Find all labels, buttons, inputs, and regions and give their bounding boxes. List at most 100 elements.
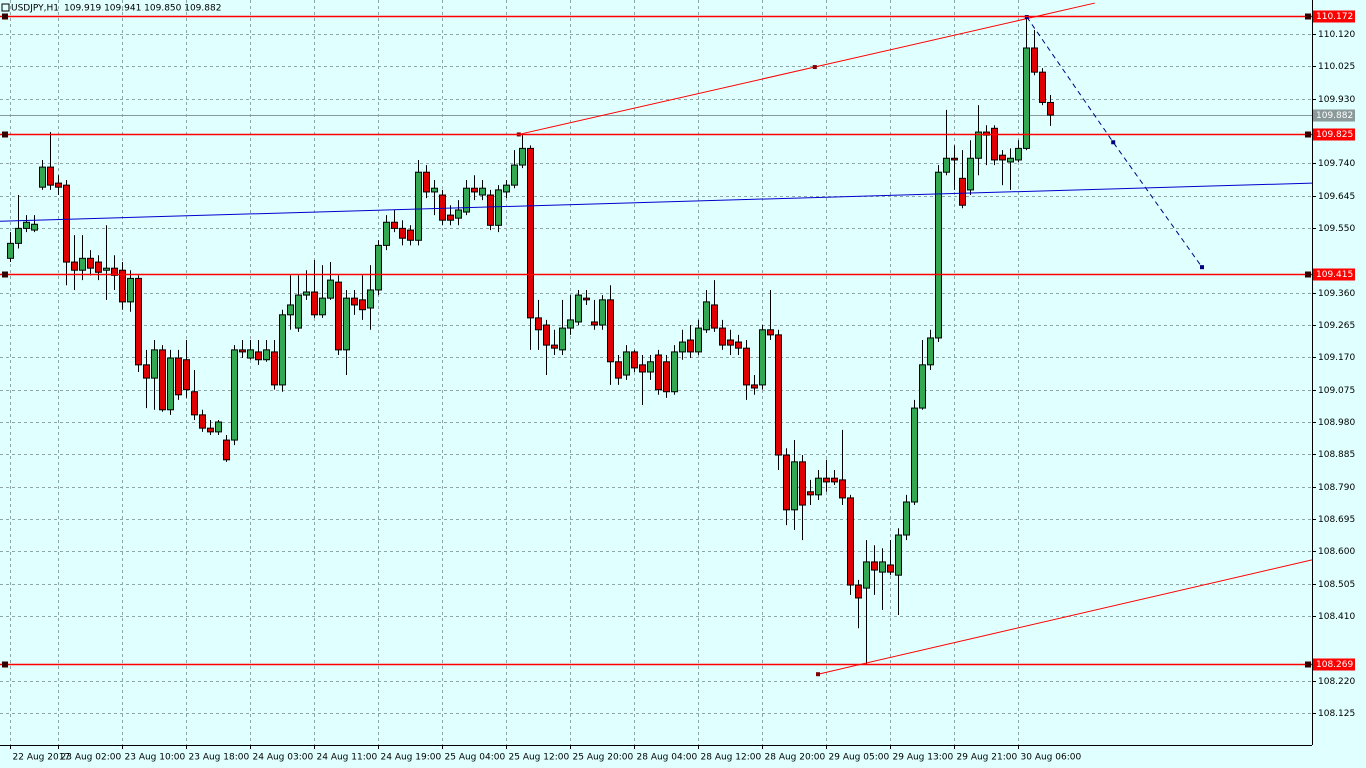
candle-body [295, 294, 302, 329]
candle-body [815, 477, 822, 496]
x-tick-label: 23 Aug 18:00 [189, 753, 250, 763]
candle-body [39, 166, 46, 188]
candle-body [911, 407, 918, 503]
candle-body [239, 349, 246, 353]
candle-body [503, 184, 510, 193]
candle-body [687, 339, 694, 353]
candle-body [863, 561, 870, 589]
candle-body [375, 244, 382, 291]
candle-body [511, 164, 518, 186]
candle-body [399, 227, 406, 239]
y-tick-label: 109.550 [1318, 224, 1355, 234]
x-tick-label: 29 Aug 21:00 [957, 753, 1018, 763]
candle-body [279, 314, 286, 386]
candle-body [583, 297, 590, 301]
candle-body [607, 299, 614, 363]
line-handle [2, 661, 8, 668]
trend-handle [812, 65, 817, 70]
candle-body [407, 229, 414, 241]
candle-body [383, 221, 390, 246]
candle-body [927, 337, 934, 366]
candle-body [487, 194, 494, 226]
y-tick-label: 108.980 [1318, 418, 1355, 428]
x-tick-label: 22 Aug 2017 [13, 753, 71, 763]
line-handle [1305, 661, 1311, 668]
x-tick-label: 29 Aug 13:00 [893, 753, 954, 763]
candle-body [15, 227, 22, 244]
candle-body [231, 349, 238, 441]
candle-body [127, 277, 134, 303]
candle-body [327, 279, 334, 299]
candle-body [655, 354, 662, 391]
candle-body [903, 501, 910, 536]
candle-body [495, 189, 502, 226]
candle-body [759, 329, 766, 386]
candle-body [47, 166, 54, 186]
candle-body [823, 477, 830, 483]
candle-body [103, 267, 110, 271]
candle-body [855, 584, 862, 599]
candle-body [415, 171, 422, 241]
line-handle [2, 131, 8, 138]
candle-body [1031, 47, 1038, 73]
candle-body [831, 477, 838, 483]
candle-body [199, 414, 206, 429]
trend-handle [1200, 265, 1204, 270]
candle-body [111, 267, 118, 276]
candle-body [663, 361, 670, 393]
candle-body [71, 261, 78, 271]
candle-body [647, 361, 654, 373]
candle-body [735, 341, 742, 349]
candle-body [719, 327, 726, 346]
line-handle [1305, 13, 1311, 20]
candle-body [551, 344, 558, 349]
candle-body [695, 327, 702, 353]
trend-line [0, 182, 1312, 222]
candle-body [447, 214, 454, 221]
candle-body [359, 299, 366, 311]
candle-body [463, 187, 470, 213]
candle-body [135, 277, 142, 366]
candle-body [159, 349, 166, 411]
hline-price-box [1313, 268, 1355, 281]
x-tick-label: 29 Aug 05:00 [829, 753, 890, 763]
y-tick-label: 108.885 [1318, 450, 1355, 460]
candle-body [703, 301, 710, 331]
y-tick-label: 109.360 [1318, 289, 1355, 299]
candle-body [783, 454, 790, 511]
chart-title: USDJPY,H1 [11, 4, 59, 14]
hline-price-label: 108.269 [1316, 660, 1353, 670]
candle-body [1023, 47, 1030, 149]
candle-body [847, 497, 854, 586]
candle-body [479, 187, 486, 196]
hline-price-box [1313, 658, 1355, 671]
y-tick-label: 109.075 [1318, 386, 1355, 396]
candle-body [975, 131, 982, 159]
candle-body [919, 364, 926, 409]
candle-body [615, 361, 622, 379]
candle-body [775, 334, 782, 456]
candle-body [143, 364, 150, 379]
candle-body [679, 341, 686, 353]
x-tick-label: 24 Aug 11:00 [317, 753, 378, 763]
candle-body [263, 349, 270, 361]
candle-body [1039, 71, 1046, 103]
trend-line [1026, 16, 1203, 268]
candle-body [967, 157, 974, 191]
trend-handle [1111, 140, 1116, 145]
candle-body [87, 257, 94, 269]
y-tick-label: 110.025 [1318, 62, 1355, 72]
candle-body [887, 564, 894, 573]
trend-handle [816, 672, 820, 677]
candle-body [879, 561, 886, 573]
candle-body [215, 421, 222, 433]
candle-body [671, 351, 678, 393]
candle-body [167, 357, 174, 411]
candle-body [23, 221, 30, 229]
candle-body [767, 329, 774, 336]
x-tick-label: 30 Aug 06:00 [1021, 753, 1082, 763]
candle-body [559, 327, 566, 351]
candle-body [943, 157, 950, 173]
